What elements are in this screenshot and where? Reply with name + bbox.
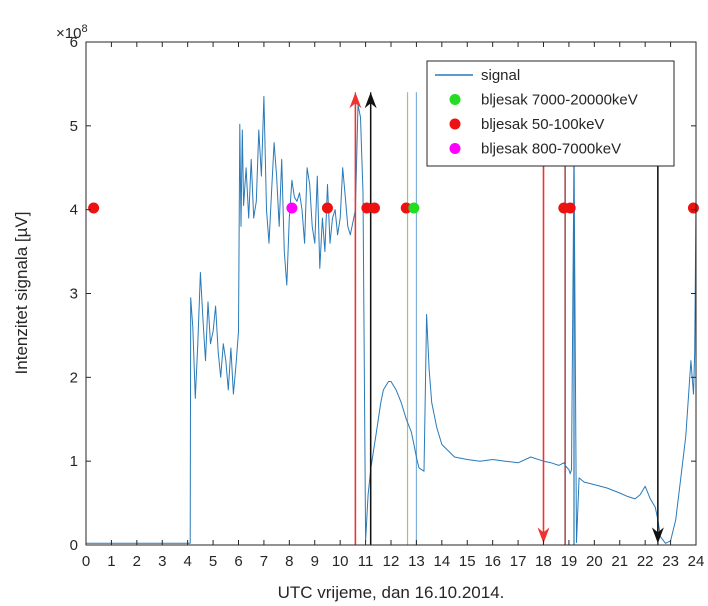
x-tick-label: 17 bbox=[510, 553, 527, 570]
x-tick-label: 21 bbox=[611, 553, 628, 570]
legend-label: bljesak 800-7000keV bbox=[481, 141, 621, 158]
x-tick-label: 9 bbox=[311, 553, 319, 570]
arrow-head bbox=[537, 527, 550, 544]
markers-group bbox=[88, 202, 699, 214]
y-tick-label: 6 bbox=[70, 34, 78, 51]
event-marker bbox=[368, 202, 380, 214]
legend-swatch-dot bbox=[449, 94, 461, 105]
x-tick-label: 19 bbox=[561, 553, 578, 570]
event-marker bbox=[321, 202, 333, 214]
x-tick-label: 4 bbox=[183, 553, 191, 570]
x-tick-label: 3 bbox=[158, 553, 166, 570]
legend-label: bljesak 50-100keV bbox=[481, 116, 604, 133]
x-tick-label: 2 bbox=[133, 553, 141, 570]
x-tick-label: 0 bbox=[82, 553, 90, 570]
y-exponent-label: ×108 bbox=[56, 23, 88, 42]
legend: signal bljesak 7000-20000keV bljesak 50-10… bbox=[426, 60, 675, 167]
y-axis: 0 1 2 3 4 5 6 bbox=[70, 34, 696, 554]
x-axis-label: UTC vrijeme, dan 16.10.2014. bbox=[278, 583, 505, 602]
event-marker bbox=[88, 202, 100, 214]
arrow-head bbox=[651, 527, 664, 544]
legend-label: bljesak 7000-20000keV bbox=[481, 92, 638, 109]
x-axis: 0 1 2 3 4 5 6 7 8 9 10 11 12 13 14 15 16 17 18 19 20 21 22 23 24 bbox=[82, 42, 705, 570]
y-tick-label: 3 bbox=[70, 286, 78, 303]
y-tick-label: 0 bbox=[70, 537, 78, 554]
event-marker bbox=[286, 202, 298, 214]
x-tick-label: 13 bbox=[408, 553, 425, 570]
y-tick-label: 1 bbox=[70, 453, 78, 470]
x-tick-label: 14 bbox=[433, 553, 450, 570]
event-marker bbox=[408, 202, 420, 214]
x-tick-label: 5 bbox=[209, 553, 217, 570]
event-marker bbox=[564, 202, 576, 214]
x-tick-label: 18 bbox=[535, 553, 552, 570]
event-marker bbox=[400, 202, 412, 214]
legend-swatch-dot bbox=[449, 118, 461, 130]
arrow-head bbox=[364, 92, 377, 109]
x-tick-label: 24 bbox=[688, 553, 705, 570]
x-tick-label: 20 bbox=[586, 553, 603, 570]
legend-label: signal bbox=[481, 67, 520, 84]
y-tick-label: 5 bbox=[70, 118, 78, 135]
x-tick-label: 15 bbox=[459, 553, 476, 570]
x-tick-label: 8 bbox=[285, 553, 293, 570]
x-tick-label: 1 bbox=[107, 553, 115, 570]
arrows-group bbox=[349, 92, 664, 545]
event-marker bbox=[687, 202, 699, 214]
y-tick-label: 4 bbox=[70, 202, 78, 219]
x-tick-label: 23 bbox=[662, 553, 679, 570]
legend-swatch-dot bbox=[449, 143, 461, 154]
x-tick-label: 16 bbox=[484, 553, 501, 570]
legend-box bbox=[426, 60, 675, 167]
x-tick-label: 12 bbox=[383, 553, 400, 570]
arrow-head bbox=[349, 92, 362, 109]
x-tick-label: 6 bbox=[234, 553, 242, 570]
x-tick-label: 22 bbox=[637, 553, 654, 570]
x-tick-label: 10 bbox=[332, 553, 349, 570]
plot-area bbox=[85, 41, 699, 546]
y-tick-label: 2 bbox=[70, 369, 78, 386]
x-tick-label: 7 bbox=[260, 553, 268, 570]
y-axis-label: Intenzitet signala [µV] bbox=[12, 212, 31, 375]
x-tick-label: 11 bbox=[358, 553, 374, 570]
event-marker bbox=[361, 202, 373, 214]
